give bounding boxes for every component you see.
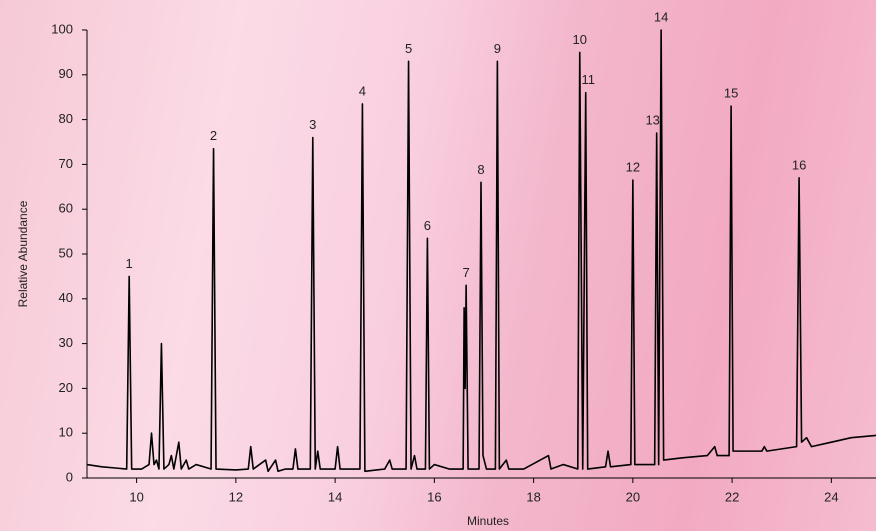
peak-label: 2 [210, 128, 217, 143]
y-tick-label: 100 [51, 21, 73, 36]
y-tick-label: 50 [59, 245, 73, 260]
chromatogram-trace [87, 30, 876, 471]
y-tick-label: 20 [59, 380, 73, 395]
x-tick-label: 24 [824, 489, 838, 504]
peak-label: 15 [724, 86, 738, 101]
peak-label: 7 [462, 265, 469, 280]
y-tick-label: 10 [59, 425, 73, 440]
peak-label: 4 [359, 83, 366, 98]
x-tick-label: 14 [328, 489, 342, 504]
x-tick-label: 12 [229, 489, 243, 504]
x-tick-label: 18 [526, 489, 540, 504]
y-tick-label: 0 [66, 469, 73, 484]
peak-label: 3 [309, 117, 316, 132]
peak-label: 1 [126, 256, 133, 271]
page: Minutes Relative Abundance 0 10 20 30 40 50 60… [0, 0, 876, 531]
peak-label: 5 [405, 41, 412, 56]
peak-label: 6 [424, 218, 431, 233]
x-axis-label: Minutes [467, 514, 509, 528]
y-tick-label: 90 [59, 66, 73, 81]
peak-label: 9 [494, 41, 501, 56]
peak-label: 14 [654, 9, 668, 24]
y-tick-label: 80 [59, 111, 73, 126]
y-tick-label: 70 [59, 156, 73, 171]
y-tick-label: 60 [59, 201, 73, 216]
y-tick-label: 30 [59, 335, 73, 350]
x-tick-label: 16 [427, 489, 441, 504]
peak-label: 12 [626, 160, 640, 175]
x-tick-label: 20 [626, 489, 640, 504]
peak-label: 13 [645, 112, 659, 127]
x-tick-label: 10 [129, 489, 143, 504]
y-axis-label: Relative Abundance [16, 200, 30, 307]
peak-label: 10 [573, 32, 587, 47]
peak-label: 16 [792, 157, 806, 172]
y-tick-label: 40 [59, 290, 73, 305]
peak-label: 8 [477, 162, 484, 177]
x-tick-label: 22 [725, 489, 739, 504]
peak-label: 11 [581, 72, 595, 87]
chart: Minutes Relative Abundance 0 10 20 30 40 50 60… [0, 0, 876, 531]
